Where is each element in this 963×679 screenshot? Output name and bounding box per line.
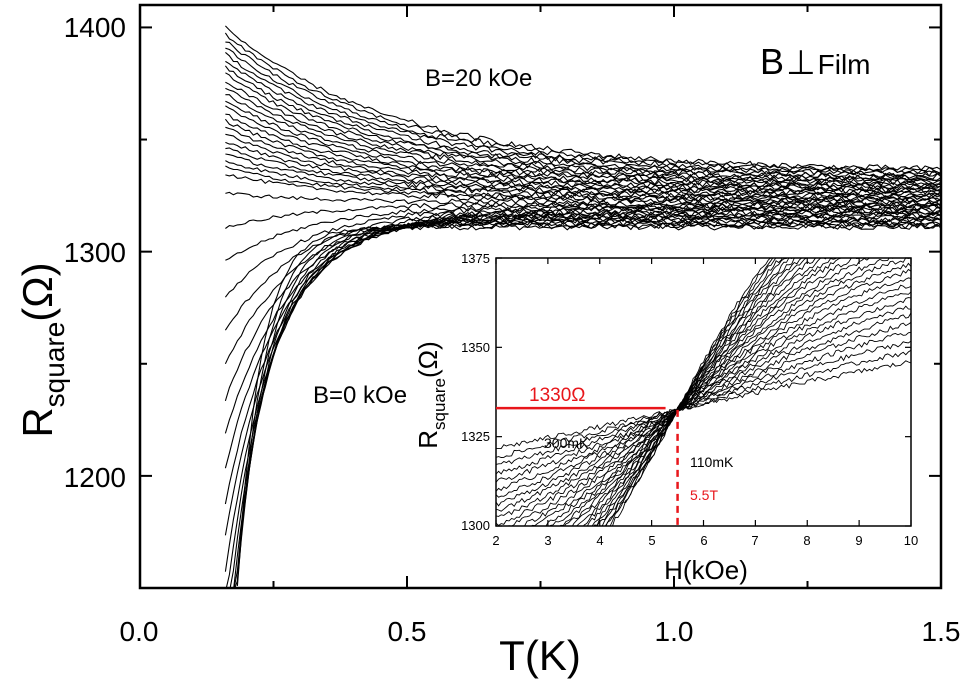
main-curve — [225, 153, 941, 201]
annotation-zero-field: B=0 kOe — [313, 382, 407, 409]
x-axis-title: T(K) — [499, 632, 581, 679]
inset-curve — [496, 284, 911, 517]
main-curve — [225, 147, 941, 199]
main-curve — [225, 141, 941, 198]
inset-curve — [549, 258, 876, 526]
inset-curve — [496, 360, 911, 450]
inset-curve — [496, 349, 911, 458]
main-curve — [225, 100, 941, 189]
inset-y-tick-label-1: 1325 — [461, 429, 490, 444]
main-curve — [224, 205, 941, 365]
annotation-orientation: B⊥Film — [760, 41, 871, 82]
inset-y-tick-label-3: 1375 — [461, 251, 490, 266]
annotation-high-field: B=20 kOe — [425, 65, 532, 92]
main-curve — [225, 201, 941, 261]
x-tick-label-3: 1.5 — [922, 616, 961, 647]
inset-x-tick-label-4: 6 — [700, 533, 707, 548]
inset-curve — [496, 291, 911, 512]
inset-curve-group — [496, 258, 911, 526]
inset-curve — [604, 258, 783, 526]
inset-annotation-temp-high: 300mK — [544, 435, 589, 451]
inset-curve — [531, 258, 911, 526]
main-curve — [225, 133, 941, 196]
main-curve — [224, 211, 941, 505]
inset-curve — [496, 322, 911, 483]
inset-axes — [495, 257, 912, 527]
main-curve — [225, 51, 941, 178]
main-curve — [234, 220, 941, 588]
inset-curve — [496, 331, 911, 475]
main-axes — [138, 3, 943, 590]
inset-curve — [496, 277, 911, 526]
inset-curve — [583, 258, 817, 526]
inset-curve — [521, 262, 911, 526]
inset-x-tick-label-6: 8 — [803, 533, 810, 548]
inset-curve — [571, 258, 837, 526]
x-tick-label-0: 0.0 — [120, 616, 159, 647]
main-curve — [224, 32, 941, 174]
inset-annotation-resistance: 1330Ω — [529, 385, 585, 406]
main-curve — [225, 160, 941, 202]
main-curve — [225, 113, 941, 192]
inset-curve — [496, 297, 911, 507]
main-curve — [225, 72, 941, 182]
y-tick-label-0: 1200 — [64, 462, 126, 493]
y-tick-label-2: 1400 — [64, 12, 126, 43]
main-curve — [225, 41, 941, 175]
main-curve — [225, 87, 941, 186]
main-curve — [225, 94, 941, 188]
inset-x-tick-label-2: 4 — [596, 533, 603, 548]
inset-annotation-temp-low: 110mK — [690, 454, 734, 470]
orientation-b: B — [760, 41, 784, 82]
main-curve — [224, 208, 941, 434]
x-tick-label-1: 0.5 — [388, 616, 427, 647]
y-axis-title-main: R — [14, 407, 61, 437]
inset-y-tick-label-2: 1350 — [461, 340, 490, 355]
inset-curve — [586, 258, 809, 526]
x-tick-label-2: 1.0 — [655, 616, 694, 647]
main-curve — [225, 165, 941, 204]
orientation-film: Film — [818, 49, 871, 80]
inset-y-axis-title-sub: square — [430, 378, 449, 430]
inset-curve — [611, 258, 772, 526]
inset-curve — [559, 258, 860, 526]
inset-y-axis-title: Rsquare(Ω) — [413, 341, 449, 449]
inset-curve — [591, 258, 803, 526]
inset-x-tick-label-8: 10 — [904, 533, 918, 548]
inset-y-tick-label-0: 1300 — [461, 518, 490, 533]
y-tick-label-1: 1300 — [64, 237, 126, 268]
inset-curve — [609, 258, 774, 526]
inset-y-axis-title-unit: (Ω) — [413, 341, 443, 378]
inset-curve — [563, 258, 843, 526]
orientation-symbol: ⊥ — [786, 44, 816, 82]
y-axis-title-sub: square — [39, 322, 70, 408]
inset-y-axis-title-main: R — [413, 430, 443, 449]
main-curve-group — [224, 25, 941, 588]
inset-curve — [503, 268, 911, 526]
inset-curve — [593, 258, 795, 526]
main-curve — [225, 25, 941, 171]
main-curve — [225, 81, 941, 185]
inset-x-tick-label-1: 3 — [544, 533, 551, 548]
inset-x-axis-title: H(kOe) — [664, 555, 748, 585]
y-axis-title: Rsquare(Ω) — [14, 262, 70, 437]
inset-x-tick-label-0: 2 — [492, 533, 499, 548]
inset-x-tick-label-3: 5 — [648, 533, 655, 548]
inset-curve — [496, 340, 911, 465]
y-axis-title-unit: (Ω) — [14, 262, 61, 321]
inset-x-tick-label-7: 9 — [855, 533, 862, 548]
inset-annotation-field: 5.5T — [690, 487, 718, 503]
inset-x-tick-label-5: 7 — [751, 533, 758, 548]
